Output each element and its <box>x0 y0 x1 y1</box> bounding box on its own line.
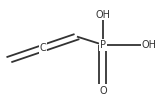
Text: P: P <box>100 40 106 50</box>
Text: O: O <box>99 86 107 96</box>
Text: OH: OH <box>95 10 110 20</box>
Text: OH: OH <box>142 40 157 50</box>
Text: C: C <box>40 43 46 53</box>
